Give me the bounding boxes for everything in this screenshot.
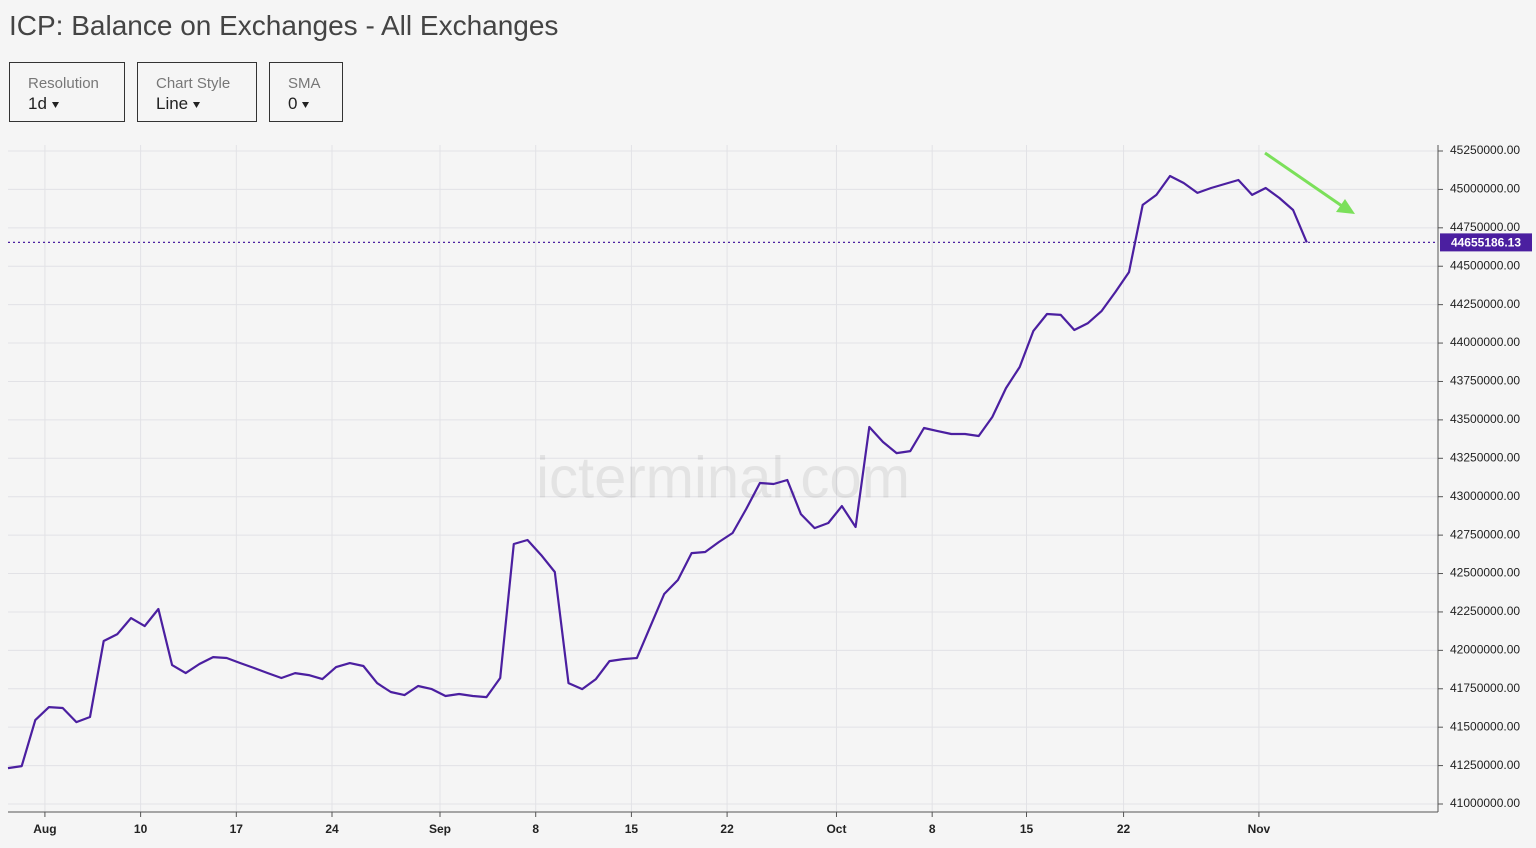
y-tick-label: 42500000.00 [1450, 566, 1520, 580]
y-tick-label: 44500000.00 [1450, 258, 1520, 272]
y-tick-label: 41000000.00 [1450, 796, 1520, 810]
y-tick-label: 43250000.00 [1450, 450, 1520, 464]
y-tick-label: 43500000.00 [1450, 412, 1520, 426]
page-title: ICP: Balance on Exchanges - All Exchange… [9, 10, 559, 41]
x-tick-label: 22 [720, 822, 734, 836]
x-tick-label: 15 [1020, 822, 1034, 836]
caret [193, 101, 201, 108]
y-tick-label: 42250000.00 [1450, 604, 1520, 618]
arrow-shaft [1264, 151, 1343, 208]
caret [51, 101, 59, 108]
x-tick-label: Aug [33, 822, 56, 836]
caret [302, 101, 310, 108]
x-tick-label: 8 [532, 822, 539, 836]
chart-style-dropdown[interactable]: Chart Style Line [137, 62, 257, 122]
y-tick-label: 42750000.00 [1450, 527, 1520, 541]
x-tick-label: Oct [826, 822, 846, 836]
y-tick-label: 43000000.00 [1450, 489, 1520, 503]
trend-arrow [1264, 151, 1355, 214]
resolution-dropdown[interactable]: Resolution 1d [9, 62, 125, 122]
plot: 44655186.13 [7, 174, 1532, 770]
x-tick-label: 8 [929, 822, 936, 836]
control-value: 0 [288, 94, 298, 113]
last-value-box [1440, 233, 1532, 252]
y-tick-label: 45000000.00 [1450, 182, 1520, 196]
arrow-head [1336, 199, 1355, 214]
grid: 41000000.00 41250000.00 41500000.00 4175000… [8, 143, 1520, 836]
x-tick-label: 22 [1117, 822, 1131, 836]
sma-dropdown[interactable]: SMA 0 [269, 62, 343, 122]
x-tick-label: Sep [429, 822, 451, 836]
control-value: Line [156, 94, 189, 113]
y-tick-label: 43750000.00 [1450, 374, 1520, 388]
y-tick-label: 42000000.00 [1450, 643, 1520, 657]
control-label: SMA [288, 75, 321, 92]
y-tick-label: 44750000.00 [1450, 220, 1520, 234]
y-tick-label: 41750000.00 [1450, 681, 1520, 695]
x-tick-label: Nov [1248, 822, 1271, 836]
y-tick-label: 45250000.00 [1450, 143, 1520, 157]
y-tick-label: 41500000.00 [1450, 719, 1520, 733]
x-tick-label: 24 [325, 822, 339, 836]
last-value-label: 44655186.13 [1451, 236, 1521, 250]
data-line [7, 174, 1308, 770]
control-label: Resolution [28, 75, 99, 92]
control-label: Chart Style [156, 75, 231, 92]
x-tick-label: 10 [134, 822, 148, 836]
y-tick-label: 44000000.00 [1450, 335, 1520, 349]
y-tick-label: 41250000.00 [1450, 758, 1520, 772]
watermark: icterminal.com [536, 445, 910, 510]
control-value: 1d [28, 94, 47, 113]
x-tick-label: 15 [625, 822, 639, 836]
x-tick-label: 17 [230, 822, 244, 836]
y-tick-label: 44250000.00 [1450, 297, 1520, 311]
